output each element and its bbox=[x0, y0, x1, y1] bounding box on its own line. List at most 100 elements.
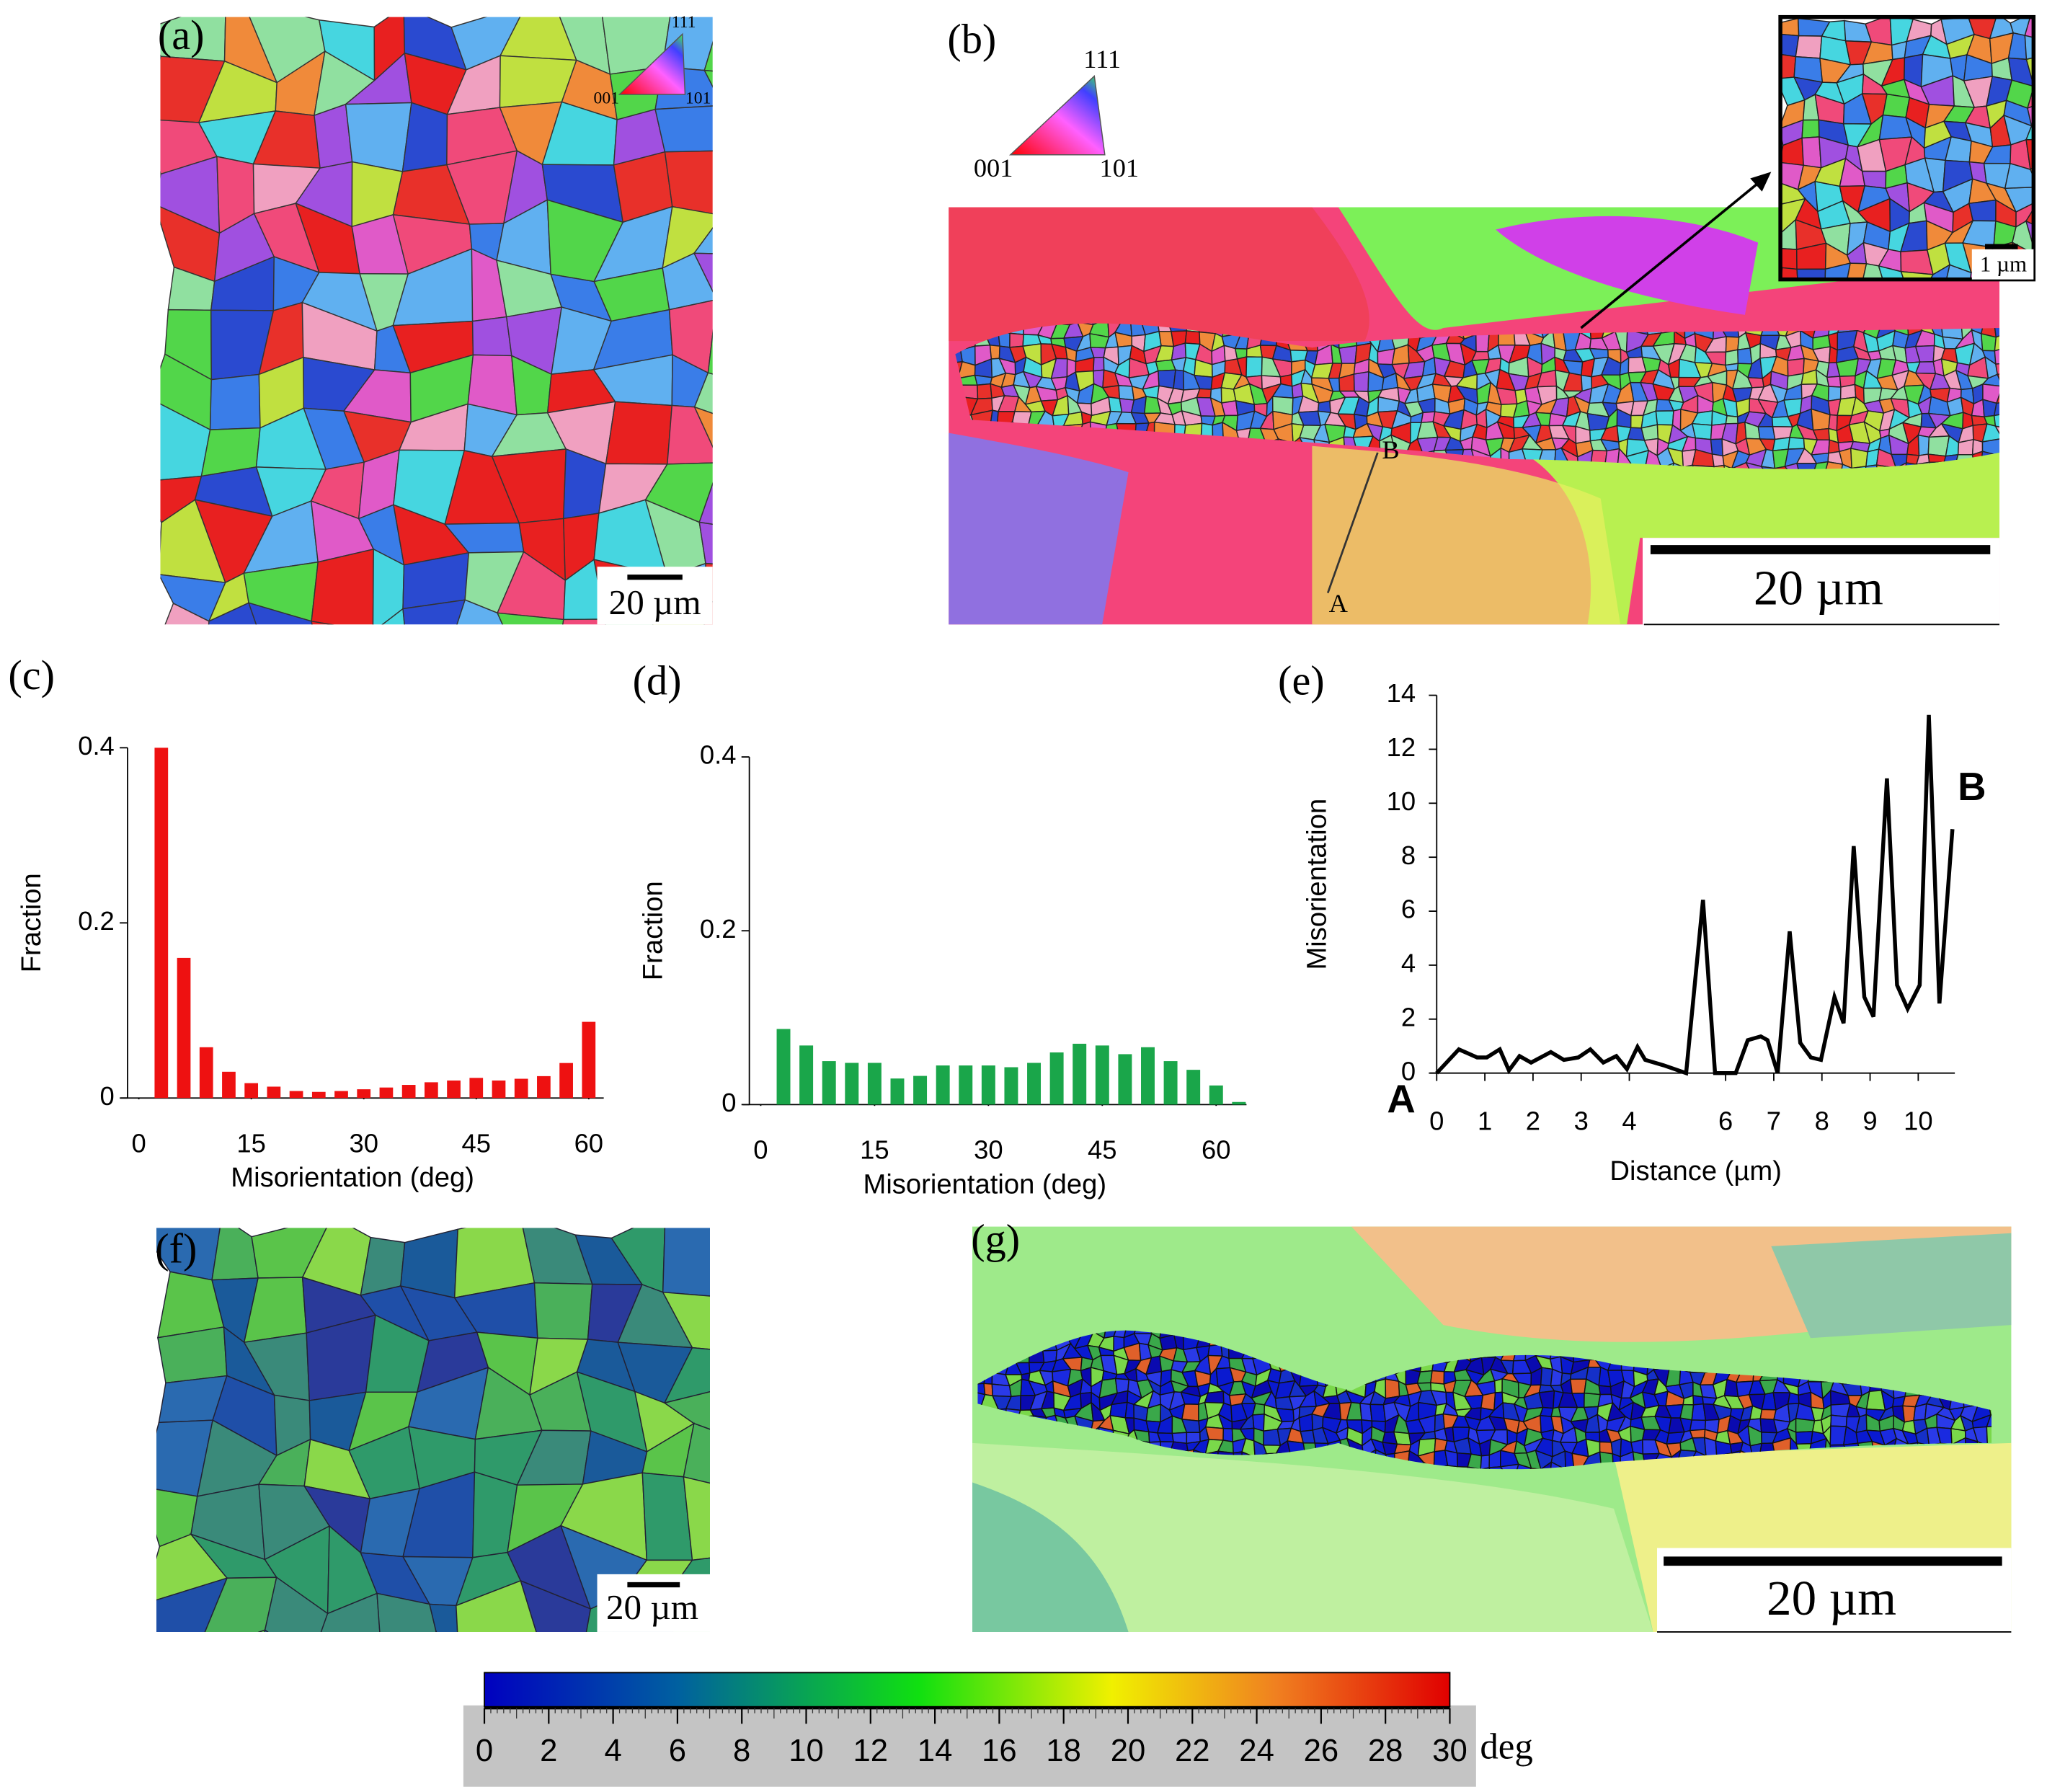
grain bbox=[311, 620, 334, 625]
colorbar bbox=[484, 1672, 1451, 1708]
bar bbox=[177, 957, 191, 1099]
arrow-head bbox=[1750, 172, 1772, 192]
x-tick-label: 2 bbox=[1526, 1106, 1540, 1135]
bar bbox=[1049, 1052, 1064, 1105]
grain bbox=[429, 1603, 458, 1632]
scale-box bbox=[1971, 249, 2034, 280]
grain bbox=[2012, 1473, 2022, 1489]
x-tick-label: 30 bbox=[349, 1128, 378, 1158]
x-axis-label: Misorientation (deg) bbox=[863, 1168, 1107, 1199]
colorbar-tick-label: 16 bbox=[982, 1733, 1017, 1768]
x-tick-label: 45 bbox=[1088, 1135, 1116, 1164]
bar bbox=[289, 1091, 303, 1099]
y-tick-label: 0.2 bbox=[700, 914, 737, 944]
grain bbox=[435, 1631, 438, 1632]
ipf-label: 111 bbox=[672, 13, 696, 32]
colorbar-tick-label: 30 bbox=[1432, 1733, 1467, 1768]
x-axis-label: Misorientation (deg) bbox=[231, 1162, 474, 1193]
bar bbox=[401, 1085, 416, 1099]
grain bbox=[605, 401, 673, 465]
scale-label: 20 µm bbox=[606, 1587, 698, 1627]
grain-map bbox=[160, 17, 822, 718]
colorbar-ticks: 0 2 4 6 8 10 12 14 16 18 20 22 24 26 28 30 deg bbox=[476, 1708, 1533, 1768]
grain bbox=[989, 344, 1000, 360]
grain bbox=[1691, 422, 1713, 440]
grain bbox=[2002, 461, 2015, 483]
grain bbox=[662, 252, 713, 311]
grain bbox=[1550, 1450, 1566, 1470]
grain bbox=[1220, 400, 1239, 417]
grain bbox=[2013, 1386, 2025, 1396]
grain bbox=[2010, 505, 2025, 521]
grain bbox=[1851, 466, 1867, 469]
map-region bbox=[1771, 1233, 2012, 1339]
colorbar-tick-label: 4 bbox=[604, 1733, 621, 1768]
grain bbox=[716, 151, 768, 216]
bar bbox=[1073, 1043, 1087, 1105]
grain bbox=[320, 1592, 381, 1632]
grain bbox=[264, 1576, 329, 1632]
grain bbox=[1796, 268, 1826, 280]
bar bbox=[379, 1087, 394, 1099]
grain bbox=[1981, 423, 2000, 443]
grain bbox=[1882, 93, 1911, 118]
y-tick-label: 0 bbox=[1401, 1056, 1416, 1086]
grain bbox=[559, 653, 612, 711]
grain bbox=[1850, 448, 1868, 469]
grain bbox=[2004, 162, 2034, 190]
x-tick-label: 0 bbox=[131, 1128, 146, 1158]
grain bbox=[1957, 438, 1974, 456]
grain bbox=[381, 608, 405, 625]
grain bbox=[702, 657, 776, 718]
grain bbox=[729, 1224, 794, 1298]
grain bbox=[1980, 332, 1997, 352]
grain bbox=[1093, 356, 1105, 372]
grain bbox=[1475, 333, 1490, 352]
grain bbox=[1156, 1432, 1174, 1442]
grain bbox=[2015, 287, 2039, 316]
x-tick-label: 4 bbox=[1622, 1106, 1636, 1135]
grain bbox=[1569, 1378, 1587, 1394]
grain bbox=[208, 602, 257, 625]
grain bbox=[1995, 385, 2000, 404]
grain bbox=[1430, 1370, 1445, 1385]
bar bbox=[492, 1080, 506, 1099]
grain bbox=[1196, 388, 1212, 399]
grain bbox=[1780, 17, 1800, 37]
grain bbox=[446, 658, 526, 705]
grain bbox=[1513, 1463, 1533, 1470]
grain bbox=[345, 102, 412, 172]
grain bbox=[991, 1383, 1012, 1398]
grain bbox=[264, 1628, 269, 1632]
grain bbox=[703, 599, 713, 625]
grain bbox=[456, 1579, 537, 1632]
x-tick-label: 7 bbox=[1767, 1106, 1781, 1135]
grain bbox=[2024, 17, 2034, 38]
grain bbox=[1549, 1461, 1567, 1470]
colorbar-tick-label: 0 bbox=[476, 1733, 493, 1768]
grain bbox=[1784, 462, 1801, 469]
grain bbox=[654, 105, 713, 153]
grain bbox=[1737, 347, 1753, 365]
grain bbox=[2025, 138, 2034, 171]
grain bbox=[1839, 383, 1857, 400]
grain bbox=[1997, 372, 2000, 387]
grain bbox=[752, 68, 822, 133]
grain bbox=[1725, 349, 1739, 366]
grain bbox=[1537, 1460, 1553, 1470]
grain bbox=[1118, 385, 1135, 401]
scale-label: 1 µm bbox=[1980, 252, 2027, 277]
grain bbox=[311, 548, 374, 625]
grain bbox=[1795, 1418, 1816, 1433]
colorbar-tick-label: 12 bbox=[853, 1733, 889, 1768]
y-tick-label: 0 bbox=[721, 1088, 736, 1117]
grain bbox=[1204, 1390, 1225, 1404]
x-tick-label: 9 bbox=[1862, 1106, 1877, 1135]
grain bbox=[150, 1652, 202, 1703]
grain bbox=[662, 1291, 711, 1350]
y-tick-label: 6 bbox=[1401, 895, 1416, 924]
grain bbox=[983, 1383, 993, 1397]
bar bbox=[447, 1080, 461, 1099]
ipf-label: 111 bbox=[1083, 45, 1121, 74]
